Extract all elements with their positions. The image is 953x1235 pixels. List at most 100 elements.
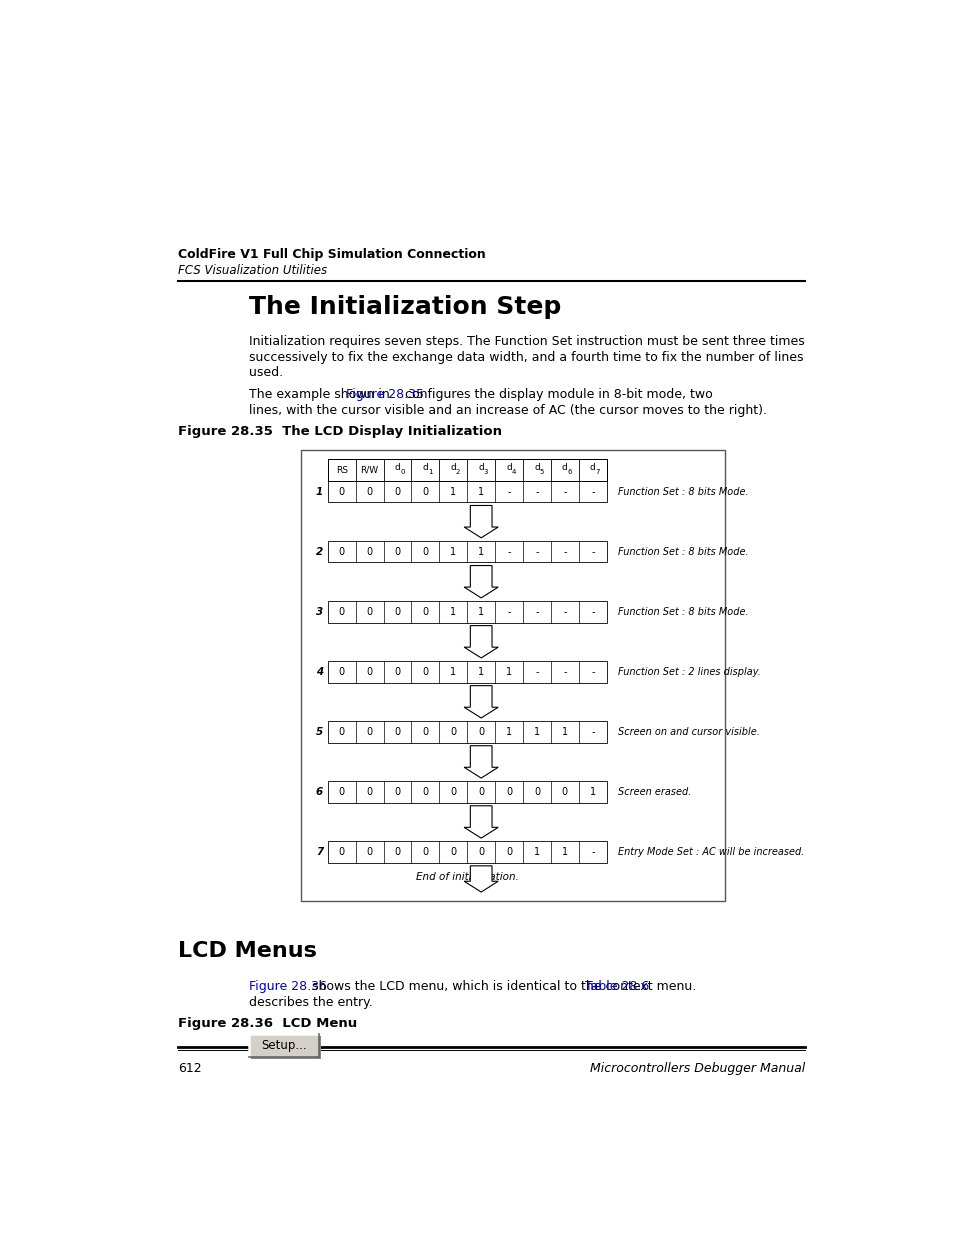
Bar [328, 841, 606, 863]
Text: The Initialization Step: The Initialization Step [249, 295, 561, 319]
Bar [328, 782, 606, 803]
Polygon shape [464, 746, 497, 778]
Text: 0: 0 [338, 487, 344, 496]
Text: 0: 0 [338, 727, 344, 737]
Text: LCD Menus: LCD Menus [178, 941, 316, 961]
Text: d: d [589, 463, 595, 472]
Bar [328, 661, 606, 683]
Text: Figure 28.36  LCD Menu: Figure 28.36 LCD Menu [178, 1018, 357, 1030]
Text: Figure 28.35  The LCD Display Initialization: Figure 28.35 The LCD Display Initializat… [178, 425, 501, 438]
Text: 0: 0 [394, 547, 400, 557]
Text: 7: 7 [315, 847, 323, 857]
Text: d: d [450, 463, 456, 472]
Text: 0: 0 [399, 469, 404, 475]
Text: 0: 0 [422, 487, 428, 496]
Text: 3: 3 [483, 469, 488, 475]
Text: 1: 1 [561, 847, 567, 857]
Text: 0: 0 [394, 487, 400, 496]
Text: 6: 6 [315, 787, 323, 797]
Text: 0: 0 [366, 547, 373, 557]
Text: 1: 1 [450, 547, 456, 557]
Text: End of initialization.: End of initialization. [416, 872, 518, 882]
Text: d: d [395, 463, 400, 472]
Text: ColdFire V1 Full Chip Simulation Connection: ColdFire V1 Full Chip Simulation Connect… [178, 248, 485, 262]
Text: 0: 0 [450, 847, 456, 857]
Text: -: - [591, 547, 594, 557]
Text: used.: used. [249, 367, 283, 379]
Polygon shape [464, 505, 497, 537]
Text: 0: 0 [366, 667, 373, 677]
Text: Figure 28.36: Figure 28.36 [249, 979, 327, 993]
Text: RS: RS [335, 466, 347, 474]
Text: 0: 0 [338, 606, 344, 616]
Text: -: - [562, 547, 566, 557]
Text: 0: 0 [477, 727, 484, 737]
Text: Function Set : 2 lines display.: Function Set : 2 lines display. [618, 667, 760, 677]
Text: Setup...: Setup... [261, 1039, 307, 1052]
Text: Entry Mode Set : AC will be increased.: Entry Mode Set : AC will be increased. [618, 847, 804, 857]
Bar [328, 601, 606, 622]
Text: -: - [535, 667, 538, 677]
Text: 0: 0 [394, 787, 400, 797]
Text: 0: 0 [394, 606, 400, 616]
Text: 0: 0 [422, 727, 428, 737]
Text: d: d [422, 463, 428, 472]
Text: 1: 1 [477, 487, 484, 496]
Text: 0: 0 [366, 606, 373, 616]
Text: 1: 1 [450, 487, 456, 496]
Text: Screen erased.: Screen erased. [618, 787, 691, 797]
Polygon shape [464, 566, 497, 598]
Text: FCS Visualization Utilities: FCS Visualization Utilities [178, 264, 327, 277]
Text: 0: 0 [338, 847, 344, 857]
Text: 0: 0 [394, 667, 400, 677]
Bar [328, 721, 606, 742]
Text: 4: 4 [511, 469, 516, 475]
Text: -: - [562, 606, 566, 616]
Text: Microcontrollers Debugger Manual: Microcontrollers Debugger Manual [589, 1062, 804, 1076]
Text: 0: 0 [394, 847, 400, 857]
Text: Function Set : 8 bits Mode.: Function Set : 8 bits Mode. [618, 606, 748, 616]
Text: -: - [507, 606, 510, 616]
Text: Screen on and cursor visible.: Screen on and cursor visible. [618, 727, 760, 737]
Text: 0: 0 [450, 727, 456, 737]
Polygon shape [464, 626, 497, 658]
Text: 1: 1 [477, 547, 484, 557]
Text: 0: 0 [477, 787, 484, 797]
Text: 3: 3 [315, 606, 323, 616]
Text: 612: 612 [178, 1062, 202, 1076]
Text: -: - [535, 606, 538, 616]
Bar [301, 450, 724, 902]
Text: 0: 0 [338, 667, 344, 677]
Text: -: - [591, 606, 594, 616]
Text: d: d [561, 463, 567, 472]
Text: 0: 0 [366, 787, 373, 797]
Text: d: d [506, 463, 512, 472]
Polygon shape [464, 685, 497, 718]
Text: 6: 6 [567, 469, 572, 475]
Text: 0: 0 [534, 787, 539, 797]
Text: -: - [562, 487, 566, 496]
Text: 0: 0 [505, 847, 512, 857]
Text: 0: 0 [366, 727, 373, 737]
Text: 0: 0 [394, 727, 400, 737]
Text: 0: 0 [477, 847, 484, 857]
Text: 0: 0 [366, 847, 373, 857]
Text: -: - [535, 487, 538, 496]
Text: d: d [534, 463, 539, 472]
Text: -: - [507, 547, 510, 557]
Text: Table 28.6: Table 28.6 [584, 979, 649, 993]
Text: 1: 1 [315, 487, 323, 496]
Text: 1: 1 [534, 727, 539, 737]
Text: Function Set : 8 bits Mode.: Function Set : 8 bits Mode. [618, 487, 748, 496]
Text: -: - [535, 547, 538, 557]
Polygon shape [464, 805, 497, 839]
Text: 1: 1 [505, 727, 512, 737]
Text: 1: 1 [589, 787, 596, 797]
Text: Figure 28.35: Figure 28.35 [346, 388, 424, 401]
Text: 5: 5 [315, 727, 323, 737]
Polygon shape [464, 866, 497, 892]
Text: 0: 0 [338, 787, 344, 797]
Bar [251, 1036, 320, 1058]
Text: configures the display module in 8-bit mode, two: configures the display module in 8-bit m… [401, 388, 712, 401]
Text: 1: 1 [477, 667, 484, 677]
